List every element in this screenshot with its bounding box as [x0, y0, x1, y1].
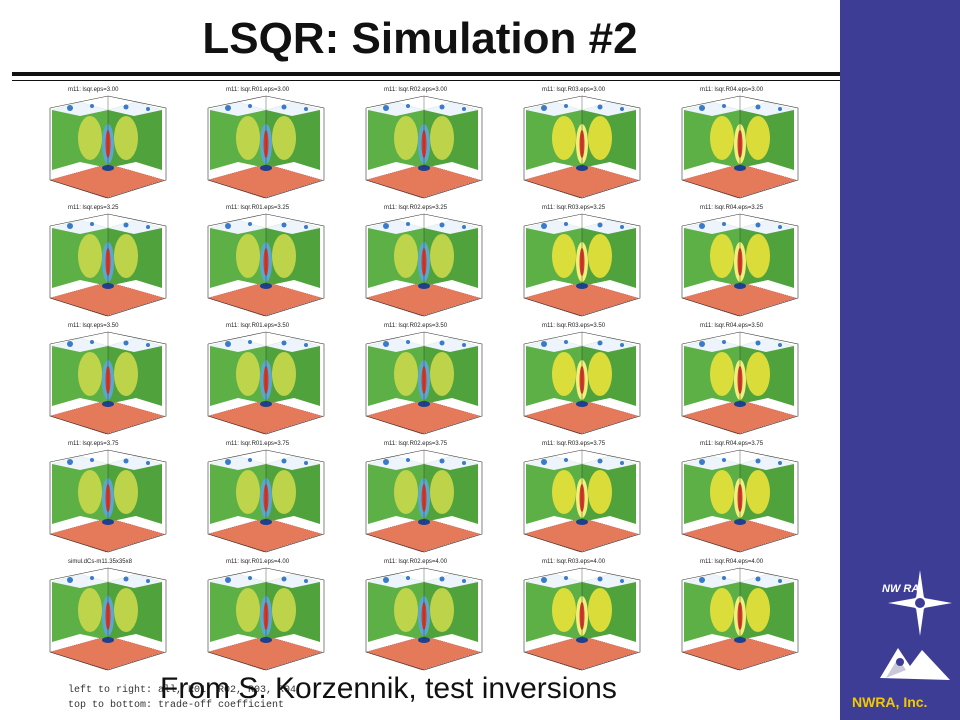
cube-render-icon — [681, 331, 799, 435]
slide-title: LSQR: Simulation #2 — [202, 14, 638, 63]
organization-name: NWRA, Inc. — [852, 694, 928, 710]
simulation-panel: m11: lsqr.R01.eps=3.00 — [188, 86, 340, 204]
cube-render-icon — [49, 95, 167, 199]
panel-label: m11: lsqr.R02.eps=3.25 — [384, 205, 448, 211]
panel-label: m11: lsqr.R02.eps=3.00 — [384, 87, 448, 93]
cube-render-icon — [49, 331, 167, 435]
panel-label: m11: lsqr.R01.eps=4.00 — [226, 559, 290, 565]
cube-render-icon — [207, 331, 325, 435]
simulation-panel: m11: lsqr.R01.eps=3.25 — [188, 204, 340, 322]
simulation-panel: m11: lsqr.R04.eps=3.50 — [662, 322, 814, 440]
panel-label: m11: lsqr.R01.eps=3.50 — [226, 323, 290, 329]
cube-render-icon — [365, 331, 483, 435]
simulation-panel: m11: lsqr.R01.eps=4.00 — [188, 558, 340, 676]
simulation-panel: m11: lsqr.R04.eps=3.00 — [662, 86, 814, 204]
panel-label: m11: lsqr.R04.eps=3.50 — [700, 323, 764, 329]
panel-label: m11: lsqr.eps=3.50 — [68, 323, 119, 329]
cube-render-icon — [681, 567, 799, 671]
cube-render-icon — [365, 567, 483, 671]
simulation-panel: m11: lsqr.eps=3.00 — [30, 86, 182, 204]
cube-render-icon — [207, 95, 325, 199]
cube-render-icon — [523, 331, 641, 435]
panel-label: m11: lsqr.R01.eps=3.25 — [226, 205, 290, 211]
sidebar-band — [840, 0, 960, 720]
panel-label: m11: lsqr.R02.eps=3.50 — [384, 323, 448, 329]
simulation-panel: m11: lsqr.R02.eps=4.00 — [346, 558, 498, 676]
simulation-panel: m11: lsqr.R04.eps=3.75 — [662, 440, 814, 558]
simulation-panel: m11: lsqr.R02.eps=3.50 — [346, 322, 498, 440]
panel-label: m11: lsqr.R03.eps=3.25 — [542, 205, 606, 211]
simulation-panel: m11: lsqr.R04.eps=3.25 — [662, 204, 814, 322]
panel-label: m11: lsqr.R04.eps=3.75 — [700, 441, 764, 447]
panel-label: m11: lsqr.eps=3.75 — [68, 441, 119, 447]
note-rows: top to bottom: trade-off coefficient — [68, 700, 285, 711]
mountain-logo-icon — [880, 648, 950, 680]
panel-label: m11: lsqr.R02.eps=4.00 — [384, 559, 448, 565]
panel-label: m11: lsqr.R03.eps=3.75 — [542, 441, 606, 447]
simulation-panel: m11: lsqr.R03.eps=3.25 — [504, 204, 656, 322]
simulation-panel: m11: lsqr.eps=3.50 — [30, 322, 182, 440]
panel-label: m11: lsqr.R03.eps=3.50 — [542, 323, 606, 329]
logo-text: NW RA — [882, 583, 919, 595]
panel-label: m11: lsqr.R01.eps=3.00 — [226, 87, 290, 93]
compass-star-logo-icon: NW RA — [882, 570, 952, 636]
cube-render-icon — [681, 213, 799, 317]
simulation-panel: m11: lsqr.R04.eps=4.00 — [662, 558, 814, 676]
panel-label: m11: lsqr.R03.eps=4.00 — [542, 559, 606, 565]
cube-render-icon — [681, 95, 799, 199]
cube-render-icon — [207, 567, 325, 671]
cube-render-icon — [365, 95, 483, 199]
simulation-panel: m11: lsqr.R02.eps=3.75 — [346, 440, 498, 558]
panel-label: m11: lsqr.R04.eps=3.25 — [700, 205, 764, 211]
slide-caption: From S. Korzennik, test inversions — [160, 672, 617, 705]
title-rule-thin — [12, 80, 840, 81]
cube-render-icon — [207, 449, 325, 553]
simulation-panel-grid: m11: lsqr.eps=3.00 m11: lsqr.R01.eps=3.00… — [30, 86, 830, 686]
panel-label: m11: lsqr.R04.eps=4.00 — [700, 559, 764, 565]
cube-render-icon — [207, 213, 325, 317]
panel-label: m11: lsqr.R04.eps=3.00 — [700, 87, 764, 93]
simulation-panel: m11: lsqr.R03.eps=3.75 — [504, 440, 656, 558]
panel-label: m11: lsqr.R01.eps=3.75 — [226, 441, 290, 447]
cube-render-icon — [49, 213, 167, 317]
simulation-panel: m11: lsqr.eps=3.75 — [30, 440, 182, 558]
panel-label: m11: lsqr.R02.eps=3.75 — [384, 441, 448, 447]
simulation-panel: m11: lsqr.eps=3.25 — [30, 204, 182, 322]
cube-render-icon — [523, 213, 641, 317]
panel-label: simul.dCs-m11.35x35x8 — [68, 559, 132, 565]
cube-render-icon — [523, 95, 641, 199]
simulation-panel: m11: lsqr.R01.eps=3.75 — [188, 440, 340, 558]
simulation-panel: m11: lsqr.R01.eps=3.50 — [188, 322, 340, 440]
cube-render-icon — [49, 567, 167, 671]
cube-render-icon — [681, 449, 799, 553]
note-columns: left to right: all, R01, R02, R03, R04 — [68, 685, 297, 696]
panel-label: m11: lsqr.eps=3.00 — [68, 87, 119, 93]
cube-render-icon — [49, 449, 167, 553]
panel-label: m11: lsqr.eps=3.25 — [68, 205, 119, 211]
cube-render-icon — [365, 449, 483, 553]
title-rule — [12, 72, 840, 76]
cube-render-icon — [365, 213, 483, 317]
simulation-panel: m11: lsqr.R02.eps=3.25 — [346, 204, 498, 322]
simulation-panel: m11: lsqr.R03.eps=3.00 — [504, 86, 656, 204]
simulation-panel: m11: lsqr.R03.eps=4.00 — [504, 558, 656, 676]
simulation-panel: m11: lsqr.R02.eps=3.00 — [346, 86, 498, 204]
panel-label: m11: lsqr.R03.eps=3.00 — [542, 87, 606, 93]
simulation-panel: simul.dCs-m11.35x35x8 — [30, 558, 182, 676]
cube-render-icon — [523, 567, 641, 671]
cube-render-icon — [523, 449, 641, 553]
simulation-panel: m11: lsqr.R03.eps=3.50 — [504, 322, 656, 440]
